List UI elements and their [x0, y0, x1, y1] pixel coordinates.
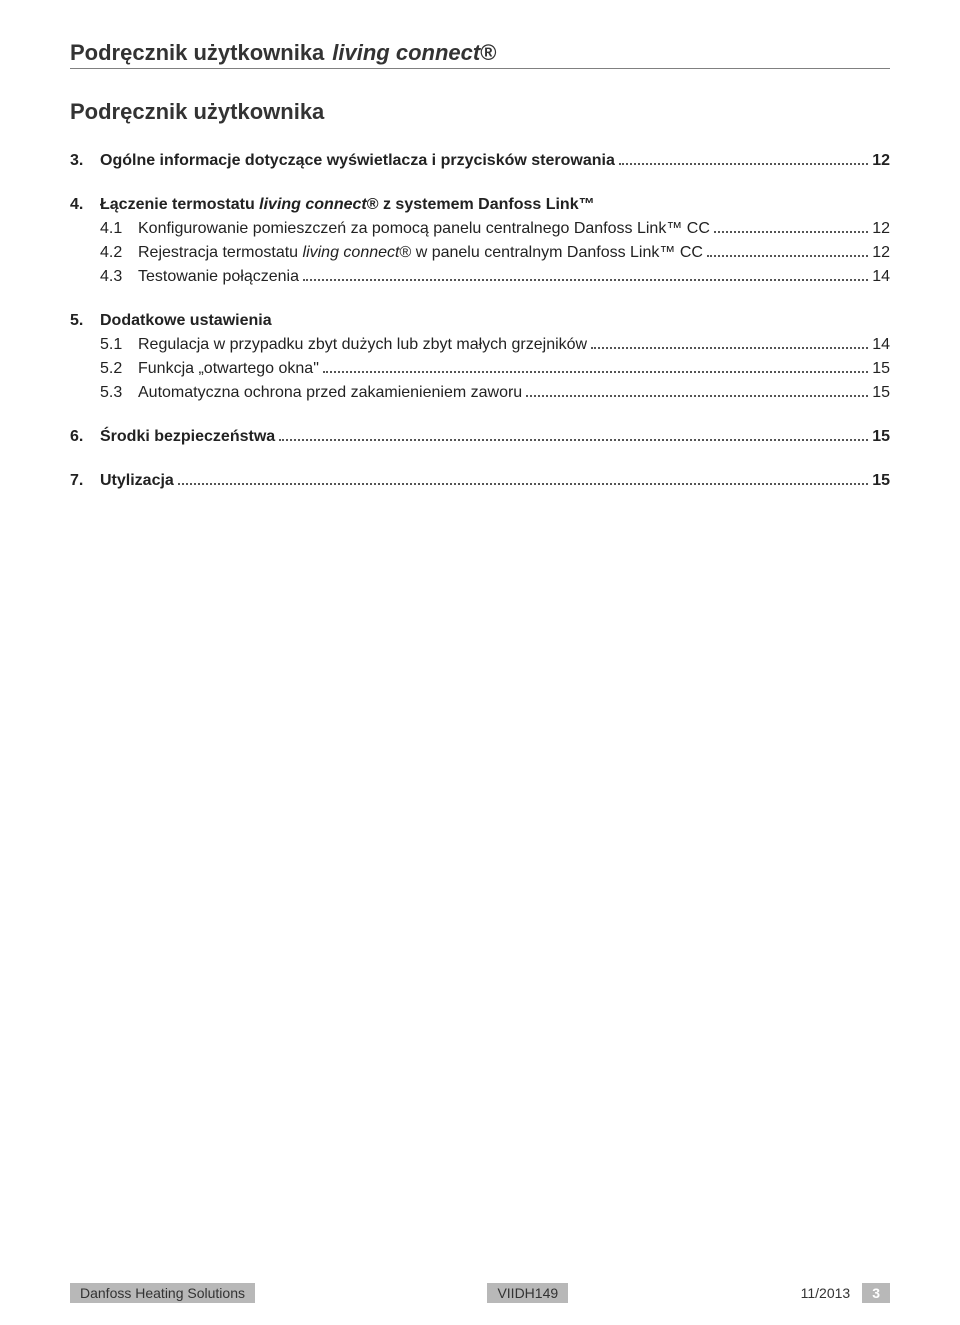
toc-row: 3.Ogólne informacje dotyczące wyświetlac… — [70, 149, 890, 173]
toc-leader-dots — [714, 231, 868, 233]
toc-number: 7. — [70, 469, 100, 493]
toc-section: 7.Utylizacja 15 — [70, 469, 890, 493]
toc-page: 15 — [872, 357, 890, 381]
toc-sub-number: 5.1 — [100, 333, 138, 357]
toc-page: 15 — [872, 381, 890, 405]
doc-header: Podręcznik użytkownika living connect® — [70, 40, 890, 69]
toc-leader-dots — [591, 347, 868, 349]
toc-sub-title: Testowanie połączenia — [138, 265, 299, 289]
toc-leader-dots — [619, 163, 868, 165]
toc-leader-dots — [279, 439, 868, 441]
toc-page: 14 — [872, 265, 890, 289]
toc-row: 6.Środki bezpieczeństwa 15 — [70, 425, 890, 449]
toc-row: 5.Dodatkowe ustawienia — [70, 309, 890, 333]
toc-leader-dots — [707, 255, 868, 257]
toc-sub-row: 5.1Regulacja w przypadku zbyt dużych lub… — [70, 333, 890, 357]
footer-date: 11/2013 — [801, 1283, 851, 1303]
toc-section: 5.Dodatkowe ustawienia5.1Regulacja w prz… — [70, 309, 890, 405]
toc-leader-dots — [526, 395, 868, 397]
toc-number: 4. — [70, 193, 100, 217]
toc-row: 4.Łączenie termostatu living connect® z … — [70, 193, 890, 217]
toc-sub-number: 5.3 — [100, 381, 138, 405]
toc-sub-row: 4.2Rejestracja termostatu living connect… — [70, 241, 890, 265]
toc-leader-dots — [323, 371, 868, 373]
footer-page-number: 3 — [862, 1283, 890, 1303]
footer: Danfoss Heating Solutions VIIDH149 11/20… — [0, 1283, 960, 1303]
toc-sub-row: 5.2Funkcja „otwartego okna" 15 — [70, 357, 890, 381]
header-part1: Podręcznik użytkownika — [70, 40, 324, 66]
toc-sub-title: Funkcja „otwartego okna" — [138, 357, 319, 381]
toc-title: Łączenie termostatu living connect® z sy… — [100, 193, 595, 217]
toc-title: Środki bezpieczeństwa — [100, 425, 275, 449]
toc-sub-title: Konfigurowanie pomieszczeń za pomocą pan… — [138, 217, 710, 241]
toc-sub-row: 4.1Konfigurowanie pomieszczeń za pomocą … — [70, 217, 890, 241]
toc-section: 6.Środki bezpieczeństwa 15 — [70, 425, 890, 449]
toc-sub-row: 4.3Testowanie połączenia 14 — [70, 265, 890, 289]
toc-number: 3. — [70, 149, 100, 173]
toc-sub-number: 5.2 — [100, 357, 138, 381]
toc-leader-dots — [303, 279, 868, 281]
table-of-contents: 3.Ogólne informacje dotyczące wyświetlac… — [70, 149, 890, 493]
toc-sub-number: 4.2 — [100, 241, 138, 265]
toc-leader-dots — [178, 483, 868, 485]
header-part2: living connect® — [332, 40, 496, 66]
toc-title: Utylizacja — [100, 469, 174, 493]
toc-section: 3.Ogólne informacje dotyczące wyświetlac… — [70, 149, 890, 173]
toc-number: 6. — [70, 425, 100, 449]
toc-page: 12 — [872, 149, 890, 173]
toc-sub-title: Regulacja w przypadku zbyt dużych lub zb… — [138, 333, 587, 357]
footer-center: VIIDH149 — [487, 1283, 568, 1303]
subheader: Podręcznik użytkownika — [70, 99, 890, 125]
toc-number: 5. — [70, 309, 100, 333]
toc-page: 12 — [872, 241, 890, 265]
toc-title: Dodatkowe ustawienia — [100, 309, 272, 333]
toc-page: 12 — [872, 217, 890, 241]
toc-sub-number: 4.1 — [100, 217, 138, 241]
toc-section: 4.Łączenie termostatu living connect® z … — [70, 193, 890, 289]
toc-page: 15 — [872, 469, 890, 493]
toc-page: 14 — [872, 333, 890, 357]
toc-sub-title: Automatyczna ochrona przed zakamienienie… — [138, 381, 522, 405]
footer-left: Danfoss Heating Solutions — [70, 1283, 255, 1303]
toc-sub-title: Rejestracja termostatu living connect® w… — [138, 241, 703, 265]
toc-page: 15 — [872, 425, 890, 449]
toc-sub-row: 5.3Automatyczna ochrona przed zakamienie… — [70, 381, 890, 405]
toc-title: Ogólne informacje dotyczące wyświetlacza… — [100, 149, 615, 173]
toc-row: 7.Utylizacja 15 — [70, 469, 890, 493]
toc-sub-number: 4.3 — [100, 265, 138, 289]
